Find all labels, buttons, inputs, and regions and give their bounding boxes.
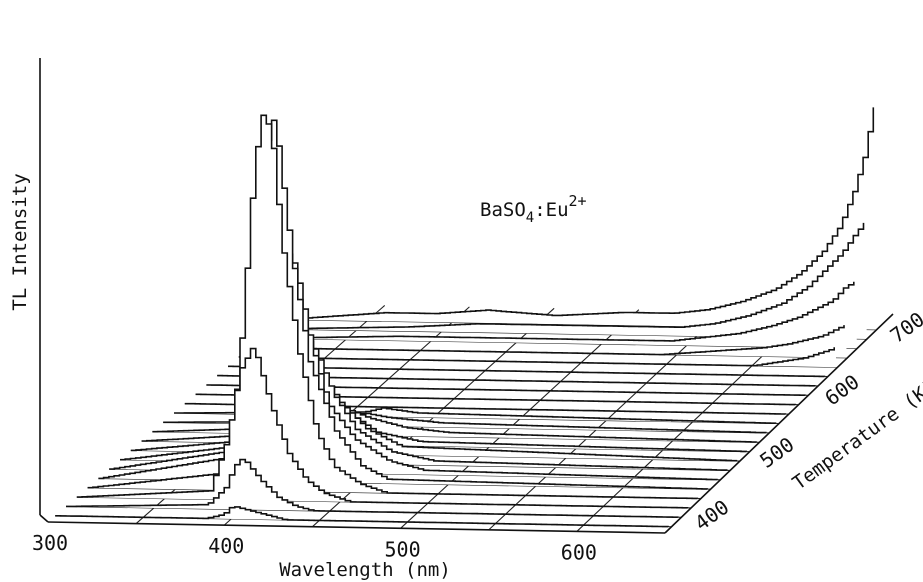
x-tick-label-600: 600 (561, 540, 597, 564)
series-line-16 (228, 365, 826, 378)
y-axis-label: TL Intensity (9, 173, 31, 310)
series-line-19 (260, 281, 855, 342)
sample-label: BaSO4:Eu2+ (480, 192, 587, 226)
z-tick-label-400: 400 (690, 495, 733, 536)
z-tick-label-600: 600 (820, 370, 863, 411)
x-axis-line (47, 521, 666, 534)
z-tick-label-500: 500 (755, 432, 798, 473)
x-tick-label-400: 400 (208, 534, 244, 558)
series-line-2 (76, 347, 689, 509)
series-traces (55, 107, 877, 528)
series-line-1 (66, 458, 679, 518)
series-line-5 (109, 253, 718, 481)
series-line-0 (55, 506, 669, 528)
series-line-6 (120, 333, 728, 471)
x-axis-label: Wavelength (nm) (279, 559, 451, 581)
series-line-17 (238, 347, 835, 367)
series-line-20 (271, 222, 865, 330)
series-line-3 (87, 114, 699, 500)
x-tick-label-500: 500 (385, 537, 421, 561)
x-tick-label-300: 300 (32, 531, 68, 555)
series-fill-1 (66, 459, 682, 518)
z-tick-label-700: 700 (886, 307, 923, 348)
series-line-18 (249, 325, 845, 356)
series-fill-18 (249, 325, 848, 358)
floor-wavelength-line-550 (488, 310, 724, 531)
series-fill-17 (238, 347, 838, 368)
z-axis-line (664, 313, 894, 534)
series-line-4 (98, 119, 708, 490)
series-fill-2 (76, 348, 692, 508)
series-line-21 (282, 107, 875, 321)
y-axis-base (39, 514, 49, 523)
series-fill-6 (120, 333, 731, 471)
series-fill-9 (152, 410, 760, 443)
axes (39, 58, 894, 534)
series-fill-21 (282, 107, 877, 330)
